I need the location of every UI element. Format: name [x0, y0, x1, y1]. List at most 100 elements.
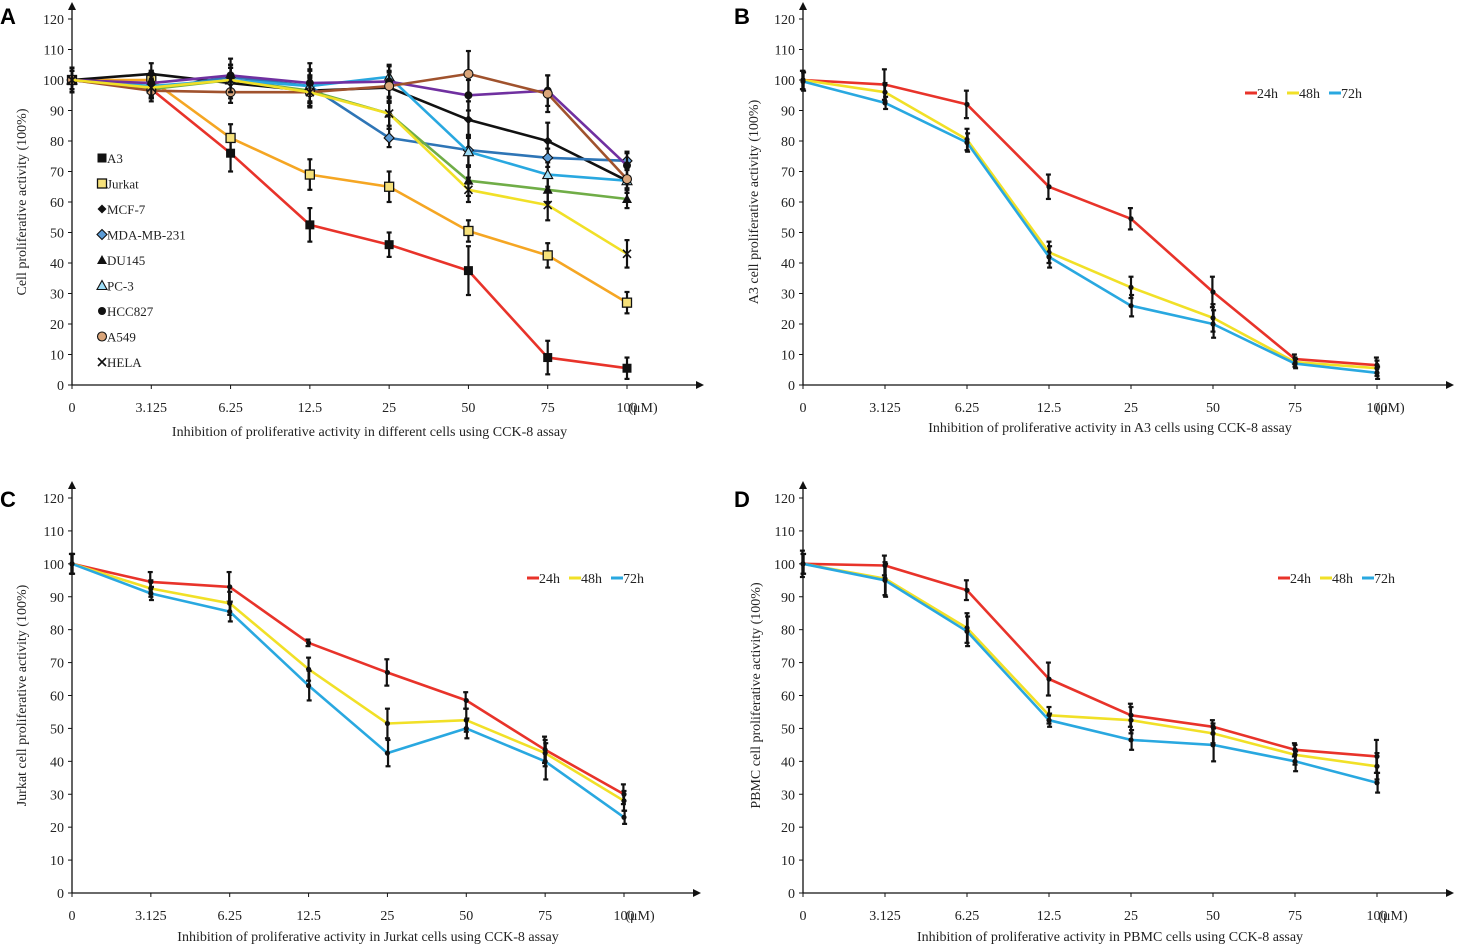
marker-point: [1374, 763, 1380, 769]
marker-legend-marker: [97, 204, 107, 214]
y-tick-label: 70: [781, 657, 795, 672]
marker-legend-marker: [96, 331, 108, 342]
x-tick-label: 75: [1288, 909, 1302, 924]
x-unit-label: (μM): [1375, 401, 1405, 416]
marker-point: [226, 75, 236, 85]
y-tick-label: 90: [50, 105, 64, 120]
x-tick-label: 50: [1206, 401, 1220, 416]
marker-point: [305, 683, 312, 689]
marker-point: [542, 250, 553, 261]
marker-point: [964, 139, 970, 146]
y-tick-label: 120: [774, 13, 795, 28]
x-tick-label: 100: [1367, 401, 1388, 416]
marker-point: [964, 101, 970, 107]
legend-label: 24h: [1257, 87, 1278, 102]
y-tick-label: 60: [781, 690, 795, 705]
y-tick-label: 40: [50, 755, 64, 770]
legend-label: A3: [107, 151, 123, 166]
marker-point: [1292, 758, 1298, 764]
y-tick-label: 90: [50, 591, 64, 606]
x-axis-arrow: [1446, 889, 1454, 897]
x-tick-label: 75: [1288, 401, 1302, 416]
x-tick-label: 0: [69, 401, 76, 416]
marker-point: [882, 577, 888, 583]
x-tick-label: 3.125: [869, 909, 901, 924]
y-tick-label: 100: [43, 558, 64, 573]
legend-label: 24h: [1290, 572, 1311, 587]
marker-point: [542, 88, 553, 99]
y-tick-label: 10: [781, 349, 795, 364]
marker-point: [882, 100, 888, 106]
x-tick-label: 6.25: [218, 401, 243, 416]
marker-point: [1128, 737, 1134, 743]
y-tick-label: 10: [781, 854, 795, 869]
series-line: [802, 78, 1378, 370]
legend-label: A549: [107, 330, 136, 345]
x-tick-label: 75: [538, 909, 552, 924]
series-line: [802, 562, 1378, 768]
y-tick-label: 70: [50, 657, 64, 672]
series-line: [802, 78, 1378, 367]
panel-c-chart: C 0 10 20 30 40 50 60 70 80 90 100 110 120 0 3.125 6.25 1…: [0, 481, 701, 945]
panel-letter: A: [0, 4, 16, 29]
y-tick-label: 120: [43, 13, 64, 28]
y-tick-label: 100: [43, 74, 64, 89]
marker-point: [1046, 676, 1052, 682]
marker-point: [384, 81, 395, 92]
y-tick-label: 40: [50, 257, 64, 272]
x-tick-label: 6.25: [955, 401, 980, 416]
marker-point: [463, 225, 474, 237]
x-axis-arrow: [693, 889, 701, 897]
y-tick-label: 0: [57, 887, 64, 902]
x-tick-label: 6.25: [217, 909, 242, 924]
marker-point: [622, 363, 632, 373]
x-tick-label: 100: [617, 401, 638, 416]
y-tick-label: 50: [50, 227, 64, 242]
series-48h: [800, 69, 1380, 377]
series-72h: [69, 552, 628, 825]
marker-point: [146, 83, 156, 93]
marker-point: [462, 145, 475, 157]
marker-point: [305, 87, 315, 97]
y-tick-label: 80: [781, 624, 795, 639]
y-tick-label: 30: [50, 288, 64, 303]
legend: 24h 48h 72h: [527, 572, 644, 587]
marker-point: [964, 628, 970, 634]
marker-point: [305, 640, 312, 646]
marker-point: [384, 108, 394, 119]
y-tick-label: 60: [781, 196, 795, 211]
x-tick-label: 12.5: [1037, 401, 1062, 416]
x-tick-label: 100: [614, 909, 635, 924]
y-tick-label: 60: [50, 196, 64, 211]
y-axis-arrow: [799, 2, 807, 10]
marker-point: [621, 814, 627, 820]
y-tick-label: 20: [781, 318, 795, 333]
y-tick-label: 80: [781, 135, 795, 150]
y-tick-label: 70: [781, 166, 795, 181]
y-tick-label: 50: [781, 722, 795, 737]
marker-point: [463, 185, 473, 195]
x-axis-title: Inhibition of proliferative activity in …: [172, 425, 567, 440]
marker-point: [384, 750, 391, 756]
y-tick-label: 30: [50, 788, 64, 803]
y-tick-label: 110: [775, 525, 795, 540]
y-tick-label: 50: [50, 722, 64, 737]
series-line: [71, 562, 625, 819]
y-tick-label: 40: [781, 257, 795, 272]
y-tick-label: 110: [44, 525, 64, 540]
marker-point: [67, 75, 77, 85]
legend-label: 72h: [1341, 87, 1362, 102]
legend-label: Jurkat: [107, 177, 139, 192]
legend: A3 Jurkat MCF-7 MDA-MB-231 DU145 PC-3 HCC827 A5…: [96, 151, 186, 370]
x-unit-label: (μM): [625, 909, 655, 924]
legend-label: MDA-MB-231: [107, 228, 186, 243]
legend-label: 48h: [581, 572, 602, 587]
y-tick-label: 60: [50, 690, 64, 705]
legend-label: PC-3: [107, 279, 134, 294]
legend-label: 72h: [623, 572, 644, 587]
x-tick-label: 25: [382, 401, 396, 416]
y-axis-title: PBMC cell proliferative activity (100%): [749, 582, 764, 809]
marker-point: [463, 725, 469, 732]
series-a3: [67, 66, 632, 380]
y-tick-label: 0: [788, 887, 795, 902]
